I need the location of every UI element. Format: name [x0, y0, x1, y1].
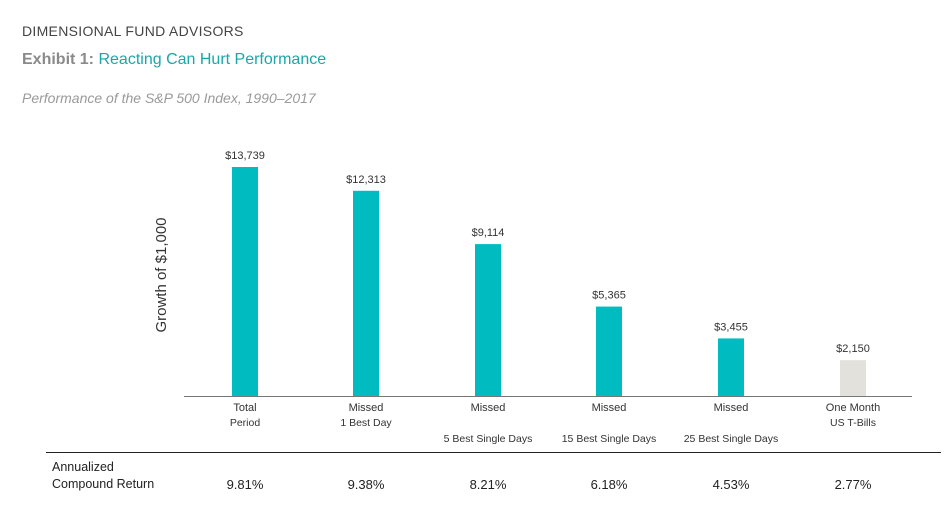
tick-label: 5 Best Single Days: [444, 433, 533, 445]
annualized-return-value: 9.38%: [347, 477, 385, 492]
chart-subtitle: Performance of the S&P 500 Index, 1990–2…: [22, 90, 316, 106]
tick-label: 15 Best Single Days: [562, 433, 657, 445]
tick-label: Total: [233, 402, 256, 414]
returns-label-line1: Annualized: [52, 460, 114, 474]
returns-label-line2: Compound Return: [52, 477, 155, 491]
tick-label: Missed: [471, 402, 506, 414]
tick-label: One Month: [826, 402, 880, 414]
bar: [596, 306, 622, 396]
data-label: $13,739: [225, 150, 265, 162]
data-label: $3,455: [714, 321, 748, 333]
exhibit-title: Exhibit 1: Reacting Can Hurt Performance: [22, 51, 326, 69]
data-label: $5,365: [592, 290, 626, 302]
tick-label: Missed: [349, 402, 384, 414]
annualized-return-value: 9.81%: [226, 477, 264, 492]
table-divider: [46, 452, 941, 453]
data-label: $9,114: [472, 227, 505, 239]
tick-label: 25 Best Single Days: [684, 433, 779, 445]
tick-label: Period: [230, 417, 261, 429]
bar: [353, 190, 379, 396]
bar: [840, 360, 866, 396]
bar: [718, 338, 744, 396]
annualized-return-value: 2.77%: [834, 477, 872, 492]
bar: [232, 167, 258, 396]
tick-label: US T-Bills: [830, 417, 876, 429]
annualized-return-value: 6.18%: [590, 477, 628, 492]
annualized-return-value: 4.53%: [712, 477, 750, 492]
data-label: $2,150: [836, 343, 870, 355]
tick-label: Missed: [714, 402, 749, 414]
exhibit-label: Exhibit 1:: [22, 51, 95, 68]
bar: [475, 244, 501, 396]
tick-label: 1 Best Day: [340, 417, 392, 429]
exhibit-heading: Reacting Can Hurt Performance: [98, 51, 327, 68]
brand-name: DIMENSIONAL FUND ADVISORS: [22, 23, 244, 39]
data-label: $12,313: [346, 174, 386, 186]
tick-label: Missed: [592, 402, 627, 414]
annualized-return-value: 8.21%: [469, 477, 507, 492]
y-axis-label: Growth of $1,000: [153, 217, 170, 332]
